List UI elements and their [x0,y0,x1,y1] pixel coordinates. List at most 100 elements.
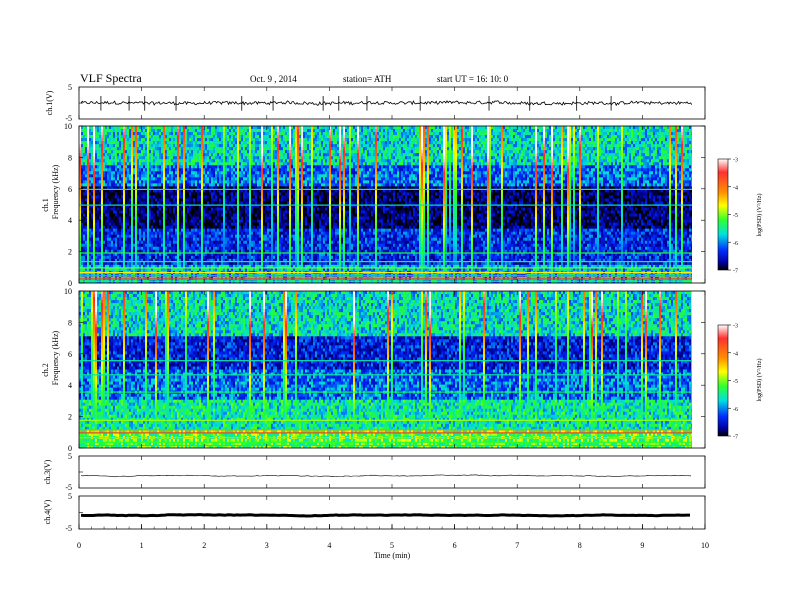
spectrogram-cell [199,153,202,157]
spectrogram-cell [395,156,398,160]
spectrogram-cell [571,150,574,154]
spectrogram-cell [485,138,488,142]
spectrogram-cell [239,162,242,166]
spectrogram-cell [571,135,574,139]
spectrogram-cell [291,138,294,142]
spectrogram-cell [679,171,682,175]
spectrogram-cell [537,135,540,139]
spectrogram-cell [85,156,88,160]
spectrogram-cell [281,126,284,130]
spectrogram-cell [297,150,300,154]
spectrogram-cell [323,135,326,139]
spectrogram-cell [537,132,540,136]
spectrogram-cell [259,126,262,130]
spectrogram-cell [233,135,236,139]
spectrogram-cell [583,165,586,169]
spectrogram-cell [119,129,122,133]
spectrogram-cell [573,162,576,166]
spectrogram-cell [681,132,684,136]
spectrogram-cell [631,135,634,139]
spectrogram-cell [421,159,424,163]
spectrogram-cell [513,138,516,142]
spectrogram-cell [289,159,292,163]
spectrogram-cell [99,144,102,148]
spectrogram-cell [489,141,492,145]
spectrogram-cell [103,141,106,145]
spectrogram-cell [673,150,676,154]
spectrogram-cell [189,147,192,151]
spectrogram-cell [345,141,348,145]
spectrogram-cell [179,147,182,151]
spectrogram-cell [407,132,410,136]
spectrogram-cell [527,165,530,169]
spectrogram-cell [505,144,508,148]
spectrogram-cell [617,144,620,148]
spectrogram-cell [189,171,192,175]
spectrogram-cell [501,147,504,151]
spectrogram-cell [247,126,250,130]
spectrogram-cell [663,156,666,160]
spectrogram-cell [589,138,592,142]
spectrogram-cell [211,171,214,175]
spectrogram-cell [521,126,524,130]
spectrogram-cell [379,156,382,160]
spectrogram-cell [629,138,632,142]
spectrogram-cell [117,132,120,136]
spectrogram-cell [311,129,314,133]
spectrogram-cell [85,153,88,157]
spectrogram-cell [91,147,94,151]
spectrogram-cell [181,135,184,139]
spectrogram-cell [569,129,572,133]
spectrogram-cell [585,138,588,142]
spectrogram-cell [97,171,100,175]
spectrogram-cell [257,156,260,160]
spectrogram-cell [427,159,430,163]
spectrogram-cell [83,135,86,139]
spectrogram-cell [331,156,334,160]
spectrogram-cell [429,135,432,139]
spectrogram-cell [421,132,424,136]
spectrogram-cell [323,147,326,151]
spectrogram-cell [631,132,634,136]
spectrogram-cell [325,153,328,157]
spectrogram-cell [261,171,264,175]
spectrogram-cell [673,171,676,175]
spectrogram-cell [499,141,502,145]
spectrogram-cell [535,162,538,166]
spectrogram-cell [467,150,470,154]
spectrogram-cell [501,132,504,136]
spectrogram-cell [275,132,278,136]
spectrogram-cell [633,150,636,154]
spectrogram-cell [413,153,416,157]
spectrogram-cell [405,150,408,154]
spectrogram-cell [387,141,390,145]
spectrogram-cell [469,150,472,154]
spectrogram-cell [553,129,556,133]
spectrogram-cell [509,156,512,160]
spectrogram-cell [193,156,196,160]
spectrogram-cell [403,126,406,130]
spectrogram-cell [377,171,380,175]
spectrogram-cell [535,159,538,163]
spectrogram-cell [333,156,336,160]
spectrogram-cell [589,156,592,160]
spectrogram-cell [423,132,426,136]
spectrogram-cell [453,156,456,160]
spectrogram-cell [375,150,378,154]
spectrogram-cell [539,147,542,151]
spectrogram-cell [477,135,480,139]
spectrogram-cell [655,132,658,136]
spectrogram-cell [201,135,204,139]
spectrogram-cell [353,129,356,133]
spectrogram-cell [497,156,500,160]
spectrogram-cell [217,171,220,175]
spectrogram-cell [239,171,242,175]
spectrogram-cell [81,165,84,169]
spectrogram-cell [337,147,340,151]
spectrogram-cell [285,168,288,172]
spectrogram-cell [373,141,376,145]
spectrogram-cell [215,141,218,145]
spectrogram-cell [475,168,478,172]
spectrogram-cell [393,156,396,160]
spectrogram-cell [243,129,246,133]
